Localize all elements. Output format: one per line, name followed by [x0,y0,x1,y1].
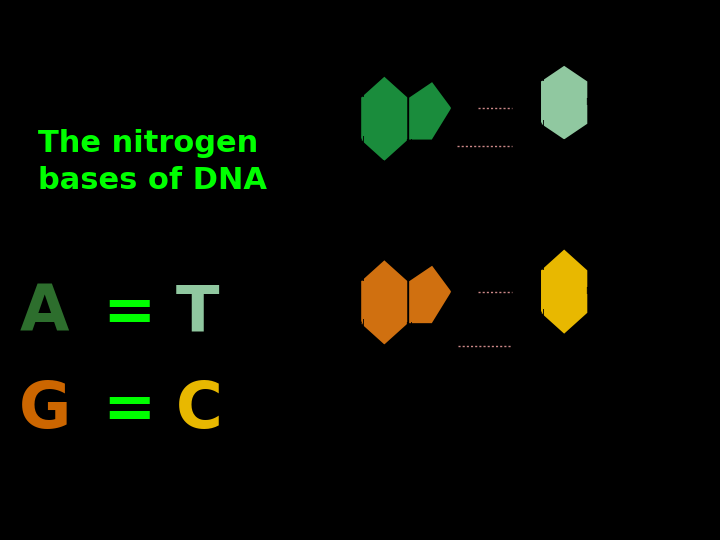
Text: =: = [102,282,156,344]
Text: CH: CH [608,55,621,64]
Text: N: N [537,263,544,272]
Text: =: = [102,380,156,441]
Text: Guanine (G): Guanine (G) [367,389,433,399]
Text: Sugar: Sugar [620,317,644,326]
Text: O: O [449,258,456,266]
Polygon shape [540,65,588,140]
Text: N: N [449,141,456,150]
Text: A: A [19,282,68,344]
Text: Adenine (A): Adenine (A) [368,181,433,191]
Text: G: G [19,380,71,441]
Text: H: H [510,104,518,112]
Text: N: N [357,274,364,282]
Text: N: N [405,139,412,147]
Polygon shape [408,265,452,324]
Text: N: N [585,98,592,107]
Text: Cytosine (C): Cytosine (C) [534,389,602,399]
Text: N: N [449,104,456,112]
Text: Sugar: Sugar [310,117,334,126]
Text: T: T [176,282,220,344]
Text: 3: 3 [628,61,632,66]
Text: H: H [471,287,477,296]
Text: H: H [537,228,544,237]
Text: H: H [429,50,436,58]
Text: N: N [357,136,364,145]
Text: N: N [537,120,544,129]
Text: Sugar: Sugar [310,301,334,309]
Text: O: O [536,349,544,358]
Polygon shape [408,81,452,140]
Text: O: O [561,155,567,164]
Text: O: O [517,244,523,253]
Text: N: N [357,90,364,99]
Text: Thymine (T): Thymine (T) [535,181,601,191]
Text: N: N [357,320,364,328]
Text: N: N [405,322,412,331]
Text: Sugar: Sugar [620,133,644,142]
Text: N: N [429,258,436,266]
Polygon shape [361,259,408,346]
Text: N: N [531,104,538,112]
Text: H: H [451,341,458,350]
Text: N: N [531,287,538,296]
Text: Copyright © Pearson Education, Inc., publishing as Benjamin Cummings.: Copyright © Pearson Education, Inc., pub… [325,529,526,535]
Polygon shape [540,248,588,335]
Text: H: H [471,104,477,112]
Polygon shape [361,76,408,162]
Text: H: H [429,368,436,377]
Text: N: N [381,160,387,169]
Text: N: N [381,344,387,353]
Text: The nitrogen
bases of DNA: The nitrogen bases of DNA [38,129,267,195]
Text: N: N [537,74,544,83]
Text: H: H [510,287,518,296]
Text: O: O [561,44,567,53]
Text: N: N [537,309,544,318]
Text: N: N [429,341,436,350]
Text: C: C [176,380,223,441]
Text: N: N [429,74,436,83]
Text: N: N [449,287,456,296]
Text: N: N [585,287,592,296]
